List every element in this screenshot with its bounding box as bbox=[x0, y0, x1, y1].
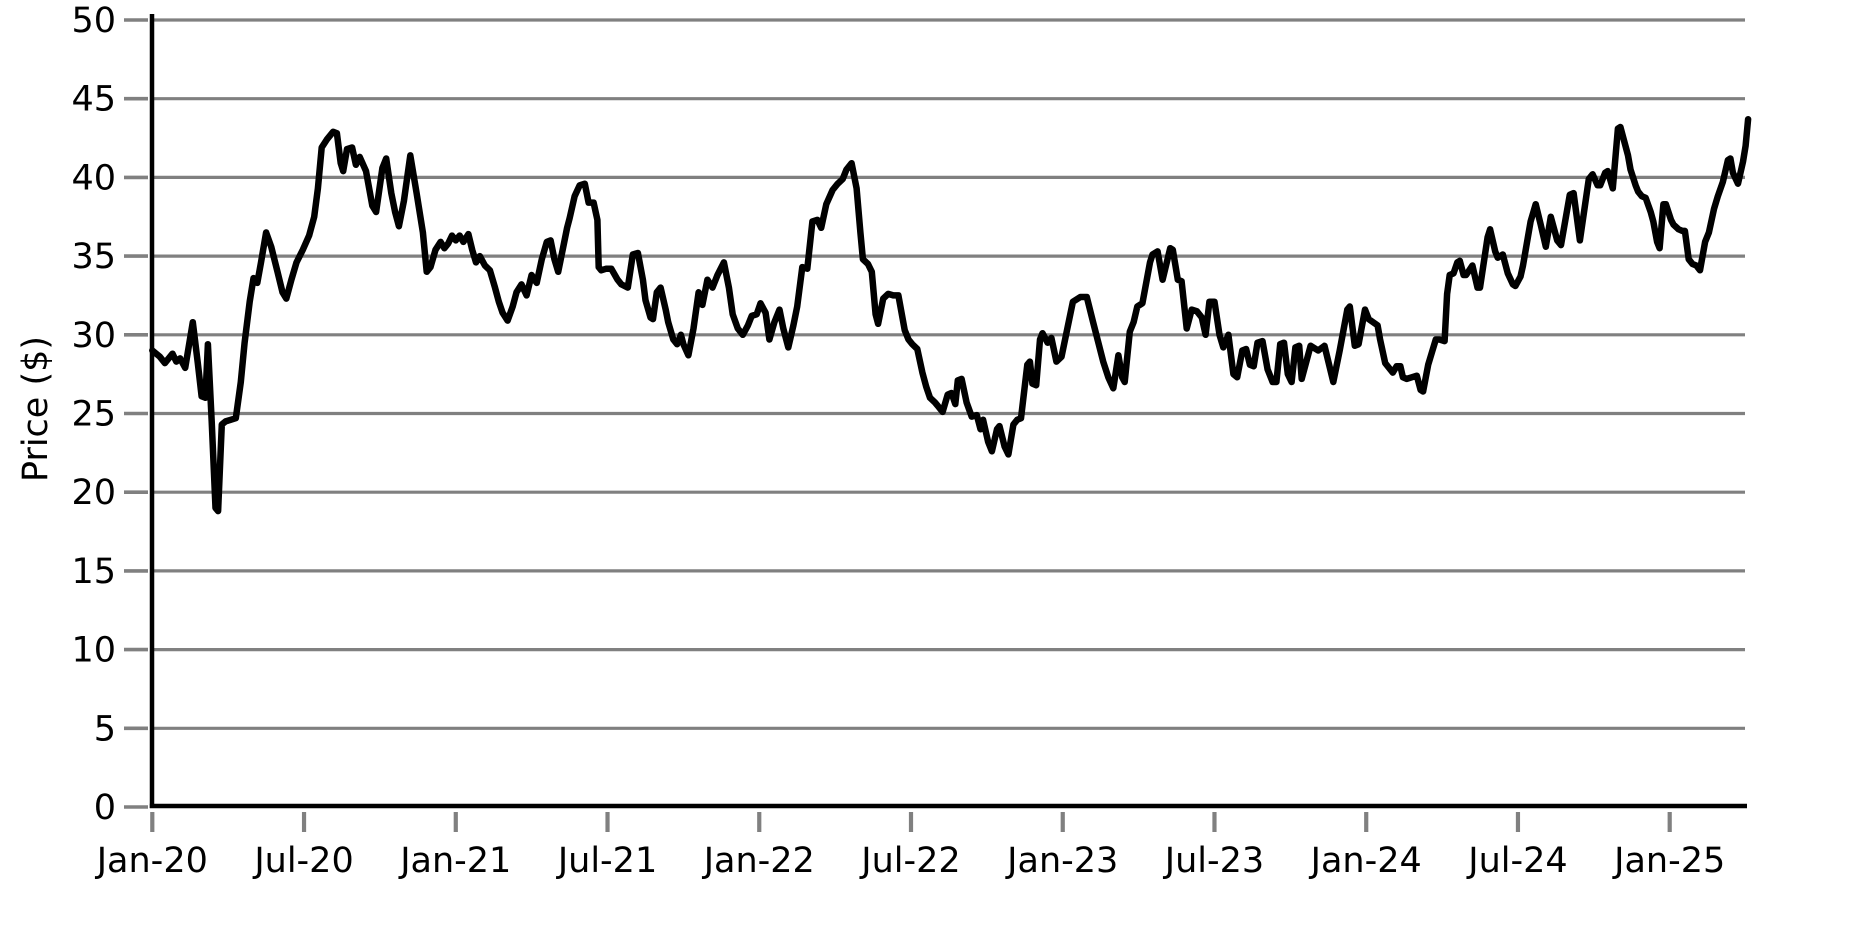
price-series-line bbox=[149, 115, 1752, 515]
y-axis-label: Price ($) bbox=[16, 336, 56, 482]
x-tick-label-Jan-23: Jan-23 bbox=[1005, 841, 1118, 881]
y-tick-label-5: 5 bbox=[94, 709, 116, 749]
y-tick-label-45: 45 bbox=[71, 80, 116, 120]
y-tick-label-30: 30 bbox=[71, 316, 116, 356]
x-tick-label-Jan-24: Jan-24 bbox=[1309, 841, 1422, 881]
y-tick-label-20: 20 bbox=[71, 473, 116, 513]
y-tick-label-15: 15 bbox=[71, 552, 116, 592]
x-tick-label-Jan-25: Jan-25 bbox=[1612, 841, 1725, 881]
y-tick-label-50: 50 bbox=[71, 1, 116, 41]
gridlines bbox=[152, 18, 1745, 730]
y-tick-label-0: 0 bbox=[94, 788, 116, 828]
x-tick-label-Jul-20: Jul-20 bbox=[252, 841, 353, 881]
x-tick-label-Jul-22: Jul-22 bbox=[859, 841, 960, 881]
y-tick-label-10: 10 bbox=[71, 631, 116, 671]
x-tick-label-Jan-21: Jan-21 bbox=[398, 841, 511, 881]
x-tick-label-Jul-24: Jul-24 bbox=[1466, 841, 1567, 881]
y-tick-label-35: 35 bbox=[71, 237, 116, 277]
x-tick-label-Jul-21: Jul-21 bbox=[556, 841, 657, 881]
price-series-polyline bbox=[149, 115, 1752, 515]
x-tick-label-Jan-22: Jan-22 bbox=[702, 841, 815, 881]
x-tick-label-Jan-20: Jan-20 bbox=[95, 841, 208, 881]
tick-labels: 0 5 10 15 20 25 30 35 40 45 50 Jan-20 Jul-20 Jan-21 Ju… bbox=[71, 1, 1725, 881]
y-tick-label-25: 25 bbox=[71, 395, 116, 435]
x-tick-label-Jul-23: Jul-23 bbox=[1163, 841, 1264, 881]
tick-marks bbox=[124, 18, 1672, 832]
axis-spines bbox=[149, 14, 1747, 809]
y-tick-label-40: 40 bbox=[71, 158, 116, 198]
